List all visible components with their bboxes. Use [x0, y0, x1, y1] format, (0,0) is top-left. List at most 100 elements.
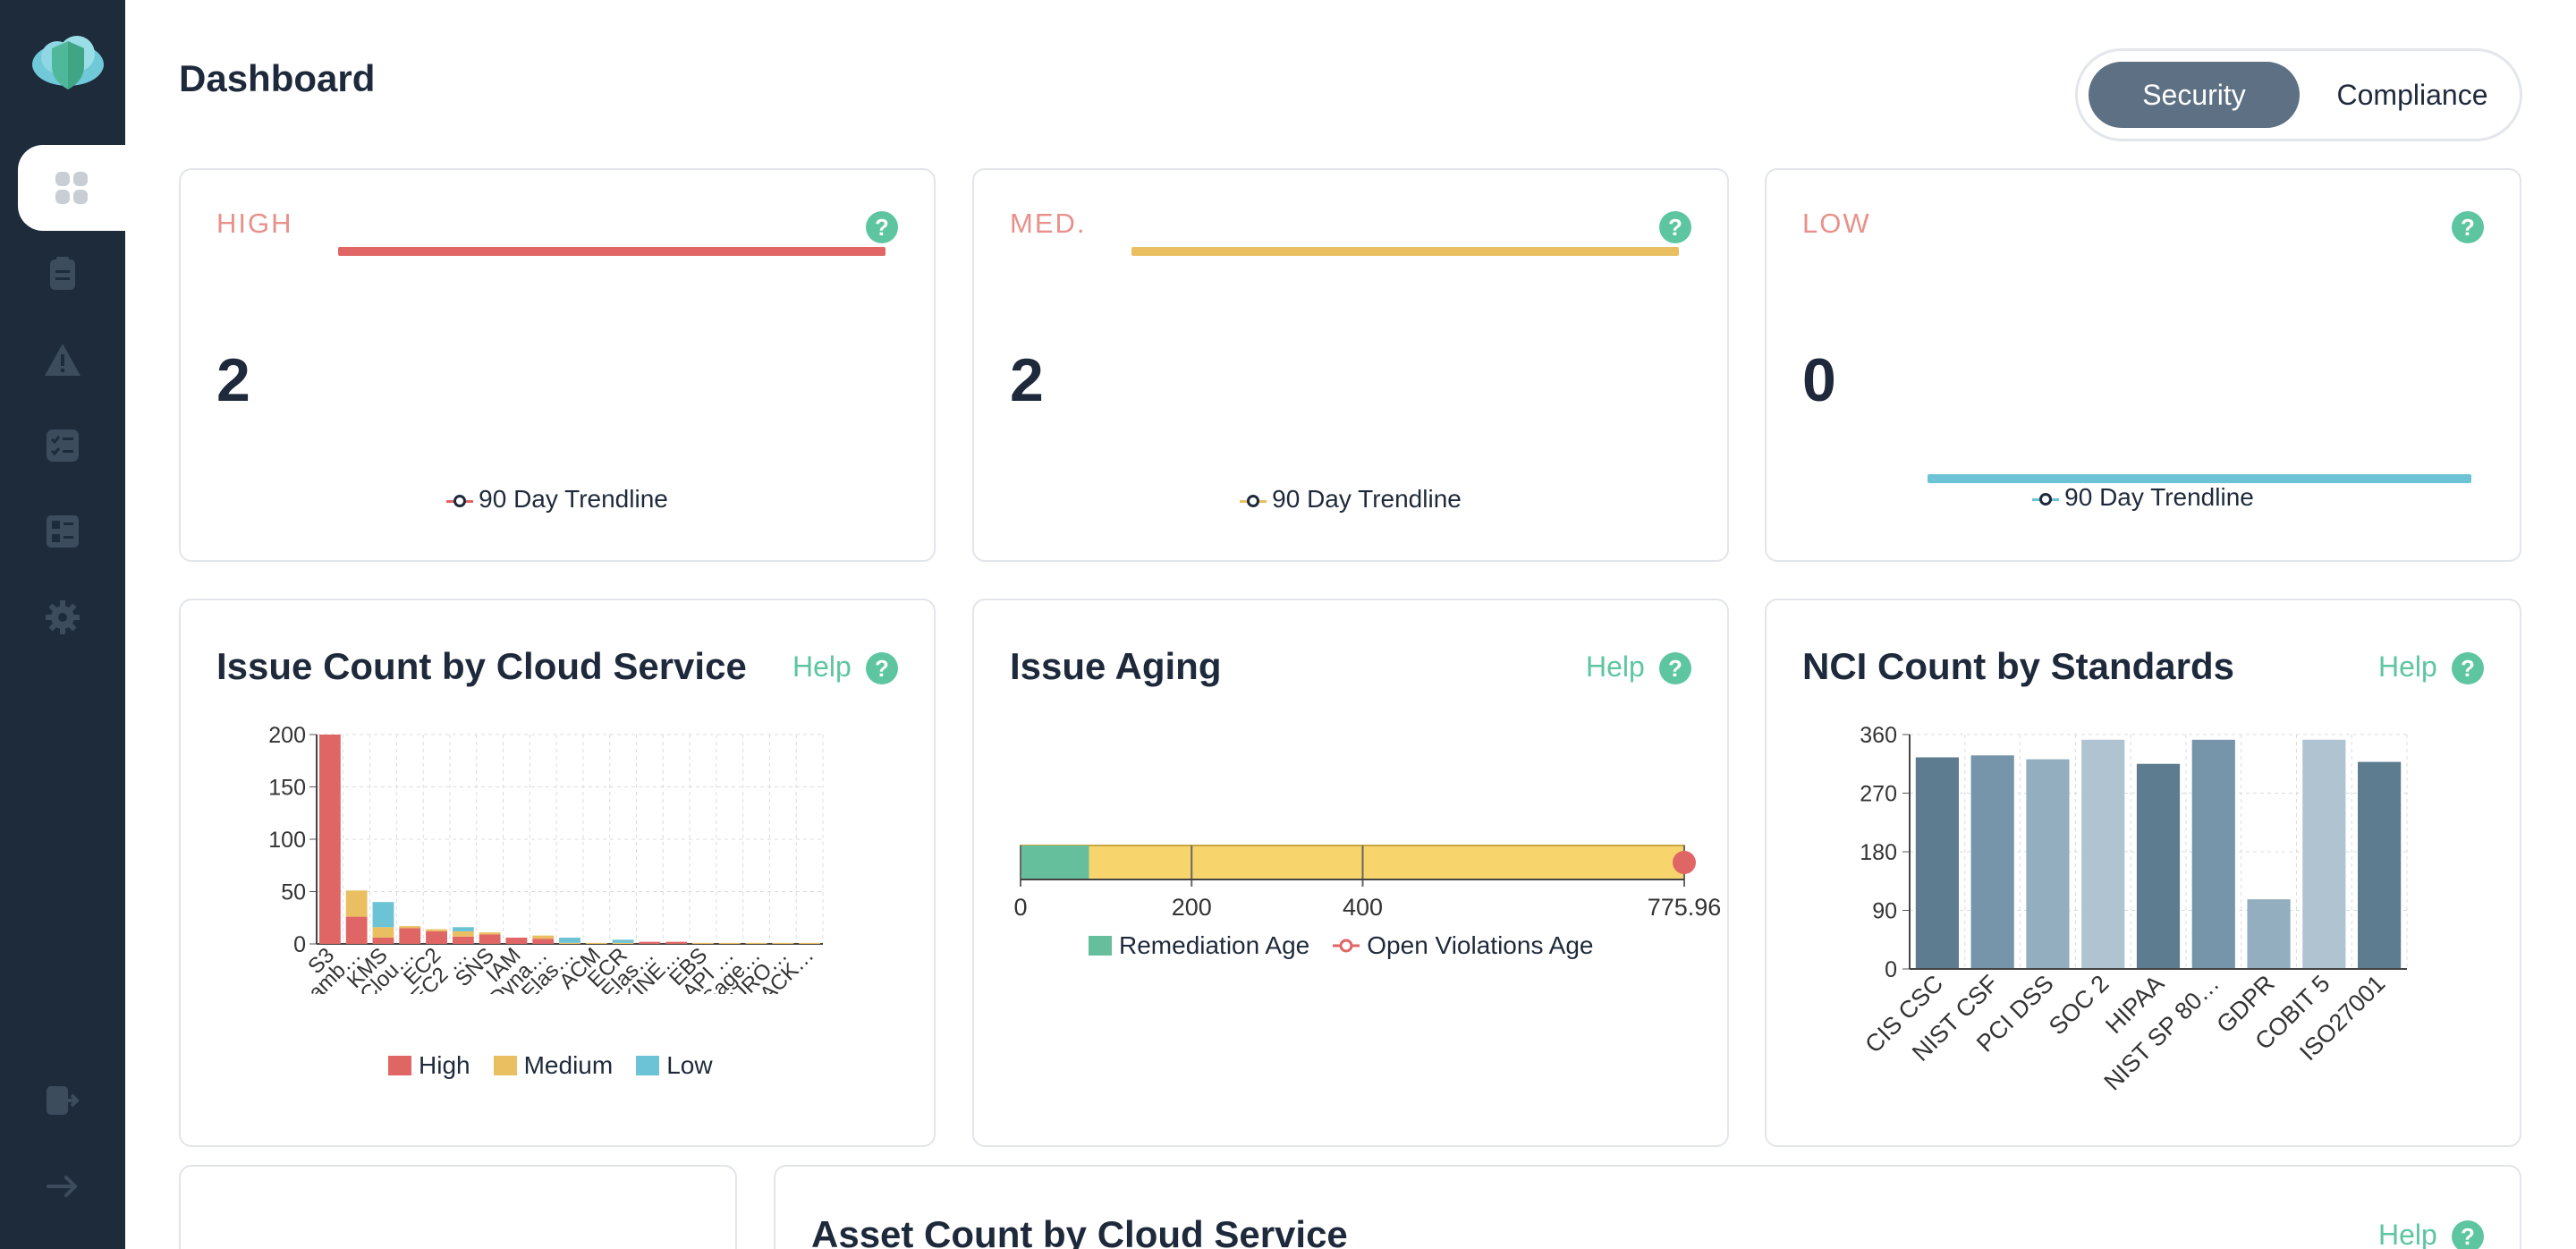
bar-high: [505, 937, 528, 944]
y-tick-label: 0: [293, 932, 306, 957]
issue-aging-chart: 0 200 400 775.96: [1013, 845, 1722, 921]
y-tick-label: 200: [268, 726, 306, 748]
sidebar-item-checklist[interactable]: [0, 403, 125, 489]
bar-high: [399, 928, 421, 944]
y-tick-label: 0: [1885, 957, 1897, 982]
bar-low: [612, 939, 634, 943]
help-link[interactable]: Help: [2378, 650, 2437, 683]
y-tick-label: 50: [281, 880, 306, 905]
clipboard-icon: [50, 257, 75, 290]
bar-high: [532, 939, 555, 944]
high-severity-card: HIGH ? 2 90 Day Trendline: [179, 168, 936, 562]
trendline-marker-icon: [446, 494, 474, 507]
bar-low: [452, 927, 474, 931]
help-link[interactable]: Help: [1586, 650, 1645, 683]
bar-high: [318, 735, 341, 944]
help-icon[interactable]: ?: [866, 652, 898, 684]
y-tick-label: 100: [268, 828, 306, 853]
bar-medium: [452, 930, 474, 937]
y-tick-label: 360: [1860, 726, 1897, 748]
checklist-icon: [47, 429, 79, 462]
bar-high: [372, 937, 394, 944]
report-icon: [47, 515, 79, 548]
security-compliance-toggle: Security Compliance: [2075, 48, 2522, 141]
bar-medium: [692, 942, 714, 944]
logout-button[interactable]: [0, 1058, 125, 1143]
severity-label: HIGH: [216, 208, 293, 239]
sidebar-item-clipboard[interactable]: [0, 231, 125, 317]
help-icon[interactable]: ?: [2452, 652, 2484, 684]
severity-label: LOW: [1802, 208, 1871, 239]
x-tick-label: SOC 2: [2044, 970, 2114, 1041]
bar: [1970, 755, 2014, 969]
sidebar-item-reports[interactable]: [0, 489, 125, 574]
bar: [2247, 899, 2291, 969]
logo-icon: [32, 36, 104, 89]
x-tick-label: 200: [1172, 894, 1212, 921]
bar: [1915, 757, 1959, 969]
bar-low: [559, 937, 580, 943]
bar-high: [639, 941, 661, 944]
bar-high: [665, 941, 688, 944]
trendline-legend: 90 Day Trendline: [974, 485, 1727, 514]
bar-medium: [479, 932, 501, 935]
help-icon[interactable]: ?: [1659, 211, 1691, 243]
help-link[interactable]: Help: [792, 650, 852, 683]
y-tick-label: 270: [1860, 782, 1897, 807]
bottom-left-card: [179, 1165, 737, 1249]
asset-count-card: Asset Count by Cloud Service Help ?: [774, 1165, 2521, 1249]
bar: [2191, 739, 2235, 969]
bar-low: [372, 902, 394, 928]
x-tick-label: 0: [1013, 894, 1027, 921]
bar-high: [452, 936, 474, 944]
open-violations-marker-icon: [1333, 939, 1360, 953]
issue-count-legend: High Medium Low: [388, 1051, 713, 1080]
security-toggle-option[interactable]: Security: [2089, 62, 2300, 128]
sidebar-item-alerts[interactable]: [0, 317, 125, 403]
help-icon[interactable]: ?: [1659, 652, 1691, 684]
medium-severity-card: MED. ? 2 90 Day Trendline: [972, 168, 1729, 562]
bar-high: [479, 934, 501, 944]
legend-item-open-violations-age: Open Violations Age: [1333, 931, 1594, 960]
bar-medium: [612, 942, 634, 944]
bar: [2026, 759, 2070, 969]
bar-medium: [745, 942, 767, 944]
bar-medium: [532, 935, 555, 939]
sidebar: [0, 0, 125, 1249]
expand-sidebar-button[interactable]: [0, 1143, 125, 1229]
card-title: NCI Count by Standards: [1802, 645, 2235, 687]
bar-medium: [426, 929, 447, 931]
settings-icon: [46, 600, 80, 634]
severity-count: 0: [1802, 346, 1836, 414]
help-icon[interactable]: ?: [2452, 1220, 2484, 1249]
low-severity-card: LOW ? 0 90 Day Trendline: [1765, 168, 2521, 562]
bar-medium: [585, 942, 607, 944]
sidebar-item-dashboard[interactable]: [18, 145, 125, 231]
help-link[interactable]: Help: [2378, 1219, 2437, 1249]
card-title: Asset Count by Cloud Service: [811, 1213, 1348, 1249]
trendline-label: 90 Day Trendline: [2064, 483, 2254, 511]
help-icon[interactable]: ?: [2452, 211, 2484, 243]
compliance-toggle-option[interactable]: Compliance: [2336, 78, 2488, 111]
bar-high: [345, 916, 368, 944]
trendline-legend: 90 Day Trendline: [181, 485, 934, 514]
sidebar-item-settings[interactable]: [0, 574, 125, 660]
issue-aging-card: Issue Aging Help ? 0 200 400 775.96 Remedia…: [972, 599, 1729, 1147]
bar: [2081, 739, 2125, 969]
y-tick-label: 180: [1860, 840, 1897, 865]
logout-icon: [47, 1086, 80, 1115]
y-tick-label: 90: [1872, 899, 1897, 924]
legend-item-high: High: [388, 1051, 470, 1080]
remediation-age-bar: [1021, 845, 1089, 879]
expand-arrow-icon: [47, 1176, 78, 1197]
dashboard-icon: [55, 172, 88, 204]
bar: [2302, 739, 2346, 969]
help-icon[interactable]: ?: [866, 211, 898, 243]
open-violations-marker: [1673, 851, 1696, 874]
bar-medium: [772, 942, 794, 944]
x-tick-label: 775.96: [1648, 894, 1722, 921]
medium-trendline: [1131, 247, 1679, 256]
bar: [2136, 763, 2181, 969]
